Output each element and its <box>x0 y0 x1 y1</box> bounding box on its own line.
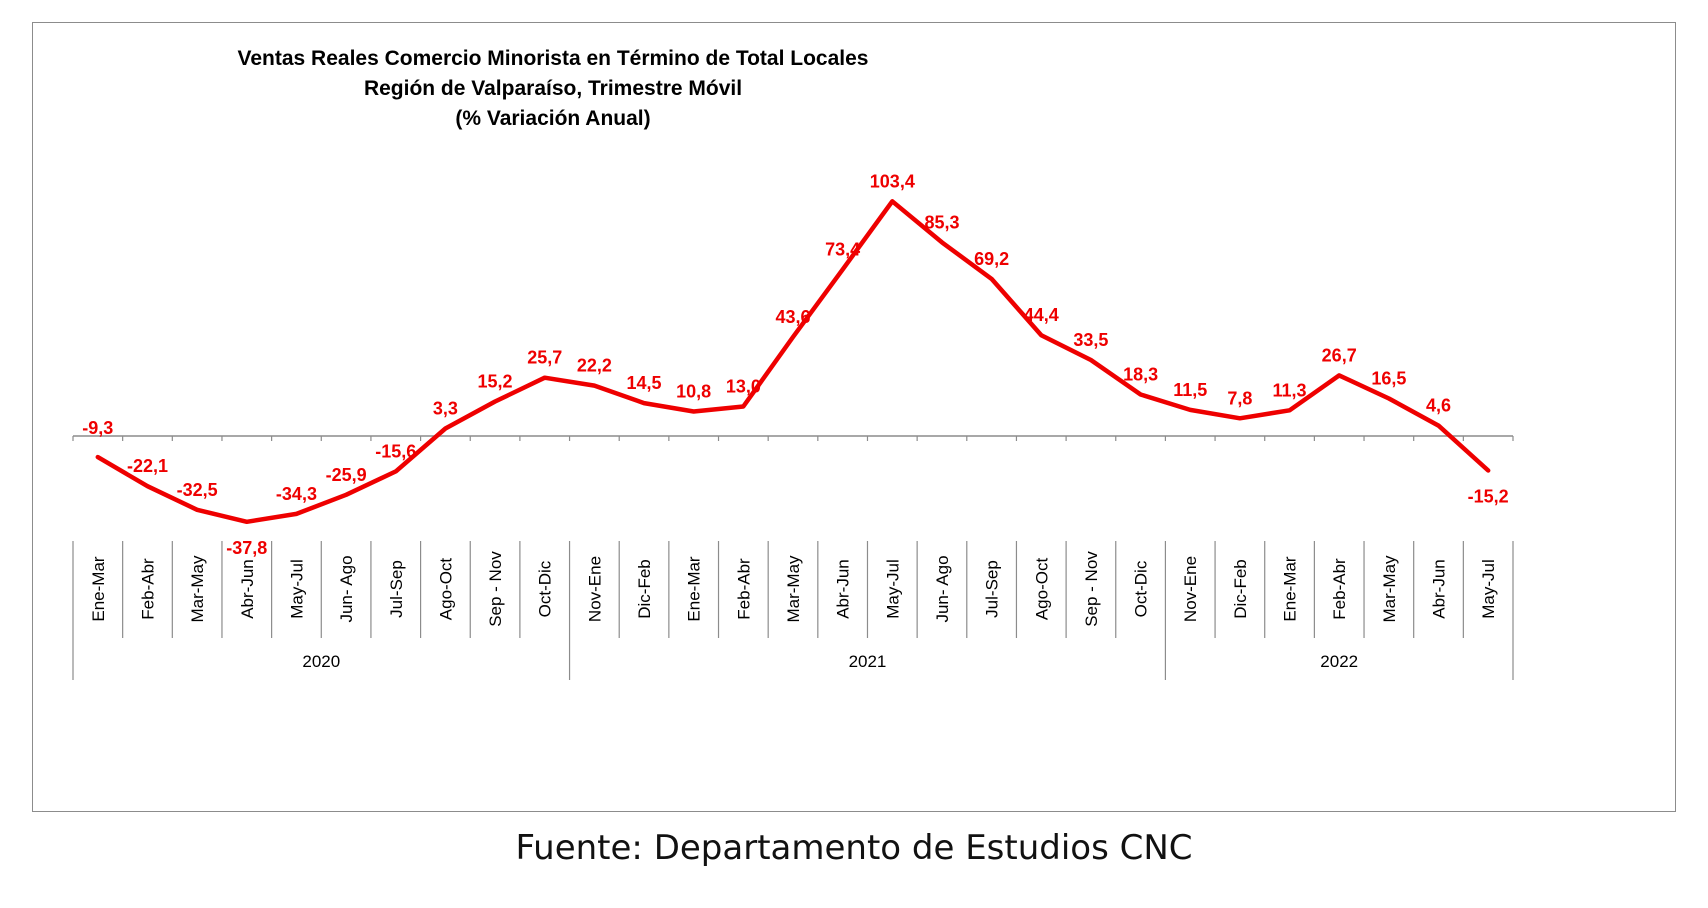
data-label: 16,5 <box>1371 369 1406 389</box>
chart-title-line-1: Ventas Reales Comercio Minorista en Térm… <box>238 47 869 70</box>
category-label: Jul-Sep <box>387 560 406 618</box>
data-label: -34,3 <box>276 484 317 504</box>
data-label: 69,2 <box>974 249 1009 269</box>
category-label: Ago-Oct <box>436 558 455 621</box>
data-label: 26,7 <box>1322 345 1357 365</box>
category-label: May-Jul <box>287 559 306 619</box>
series-line <box>95 199 1491 525</box>
data-label: -37,8 <box>226 538 267 558</box>
chart-title-line-3: (% Variación Anual) <box>455 107 650 130</box>
data-label: 44,4 <box>1024 305 1059 325</box>
category-axis-labels: Ene-Mar Feb-Abr Mar-May Abr-Jun May-Jul Jun- … <box>89 551 1498 671</box>
data-label: -9,3 <box>82 418 113 438</box>
data-label: 22,2 <box>577 356 612 376</box>
category-label: Abr-Jun <box>1430 559 1449 619</box>
x-axis <box>72 435 1514 680</box>
data-label: 11,5 <box>1173 380 1207 400</box>
category-label: Jun- Ago <box>933 555 952 622</box>
category-label: Ene-Mar <box>685 556 704 622</box>
data-label: 25,7 <box>527 348 562 368</box>
data-label: -15,6 <box>375 441 416 461</box>
category-label: Jul-Sep <box>983 560 1002 618</box>
line-chart: Ventas Reales Comercio Minorista en Térm… <box>72 47 1514 680</box>
category-label: Ene-Mar <box>1281 556 1300 622</box>
source-note: Fuente: Departamento de Estudios CNC <box>515 828 1193 868</box>
data-label: -32,5 <box>177 480 218 500</box>
category-label: Abr-Jun <box>238 559 257 619</box>
data-label: -15,2 <box>1468 487 1509 507</box>
category-label: Jun- Ago <box>337 555 356 622</box>
category-label: Feb-Abr <box>734 558 753 620</box>
category-label: Oct-Dic <box>536 560 555 617</box>
data-label: 85,3 <box>924 212 959 232</box>
category-label: Dic-Feb <box>1231 559 1250 619</box>
category-label: Nov-Ene <box>585 556 604 622</box>
series-line-group <box>95 199 1491 525</box>
chart-title: Ventas Reales Comercio Minorista en Térm… <box>238 47 869 130</box>
data-label: 103,4 <box>870 171 915 191</box>
category-label: Nov-Ene <box>1181 556 1200 622</box>
data-label: 10,8 <box>676 381 711 401</box>
chart-frame: Ventas Reales Comercio Minorista en Térm… <box>32 22 1676 812</box>
year-label-2020: 2020 <box>302 652 340 671</box>
category-label: Mar-May <box>188 555 207 623</box>
category-label: Dic-Feb <box>635 559 654 619</box>
category-label: May-Jul <box>1479 559 1498 619</box>
data-label: 7,8 <box>1227 388 1252 408</box>
data-label: 3,3 <box>433 399 458 419</box>
data-label: -25,9 <box>326 465 367 485</box>
data-label: 43,6 <box>775 307 810 327</box>
data-label: 33,5 <box>1073 330 1108 350</box>
year-label-2022: 2022 <box>1320 652 1358 671</box>
year-label-2021: 2021 <box>849 652 887 671</box>
category-label: Ago-Oct <box>1032 558 1051 621</box>
data-label: 11,3 <box>1273 380 1307 400</box>
category-label: Feb-Abr <box>138 558 157 620</box>
data-label: 13,0 <box>726 376 761 396</box>
category-label: Ene-Mar <box>89 556 108 622</box>
data-label: 73,4 <box>825 239 860 259</box>
category-label: Mar-May <box>784 555 803 623</box>
data-label: -22,1 <box>127 456 168 476</box>
category-label: Abr-Jun <box>834 559 853 619</box>
category-label: May-Jul <box>883 559 902 619</box>
data-label: 15,2 <box>478 371 513 391</box>
chart-title-line-2: Región de Valparaíso, Trimestre Móvil <box>364 77 742 100</box>
category-label: Oct-Dic <box>1132 560 1151 617</box>
category-label: Sep - Nov <box>1082 551 1101 627</box>
data-label: 14,5 <box>627 373 662 393</box>
data-label: 18,3 <box>1123 364 1158 384</box>
data-label: 4,6 <box>1426 396 1451 416</box>
data-labels: -9,3 -22,1 -32,5 -37,8 -34,3 -25,9 -15,6 3,3 15,… <box>82 171 1508 558</box>
category-label: Sep - Nov <box>486 551 505 627</box>
category-label: Mar-May <box>1380 555 1399 623</box>
category-label: Feb-Abr <box>1330 558 1349 620</box>
